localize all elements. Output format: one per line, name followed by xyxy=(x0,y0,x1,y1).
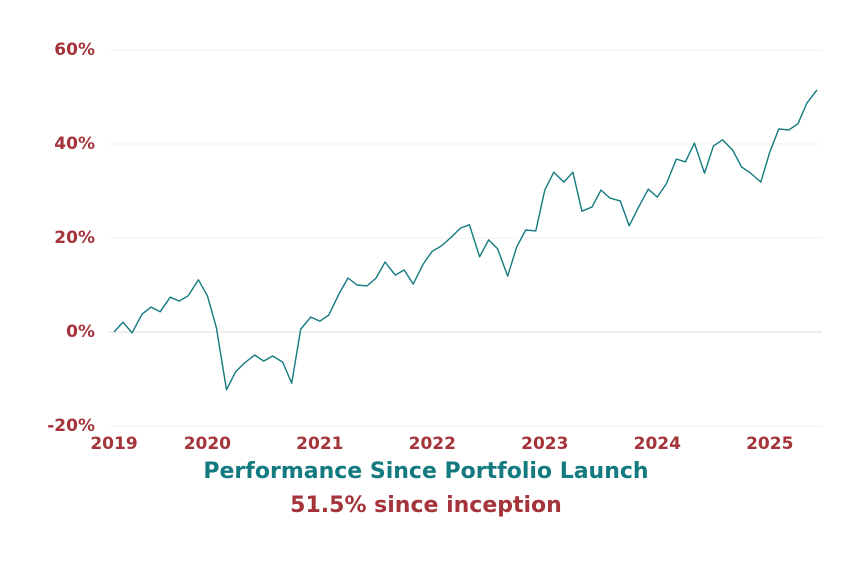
chart-title: Performance Since Portfolio Launch xyxy=(203,459,648,484)
x-tick-label: 2025 xyxy=(746,434,793,454)
y-tick-label: -20% xyxy=(47,416,95,436)
x-tick-label: 2020 xyxy=(184,434,231,454)
x-tick-label: 2019 xyxy=(90,434,137,454)
x-tick-label: 2023 xyxy=(521,434,568,454)
y-tick-label: 0% xyxy=(66,322,95,342)
y-tick-label: 40% xyxy=(54,134,95,154)
line xyxy=(113,89,818,391)
y-tick-label: 60% xyxy=(54,40,95,60)
x-tick-label: 2022 xyxy=(409,434,456,454)
chart-subtitle: 51.5% since inception xyxy=(290,493,562,518)
x-tick-label: 2021 xyxy=(296,434,343,454)
y-tick-label: 20% xyxy=(54,228,95,248)
x-tick-label: 2024 xyxy=(634,434,681,454)
